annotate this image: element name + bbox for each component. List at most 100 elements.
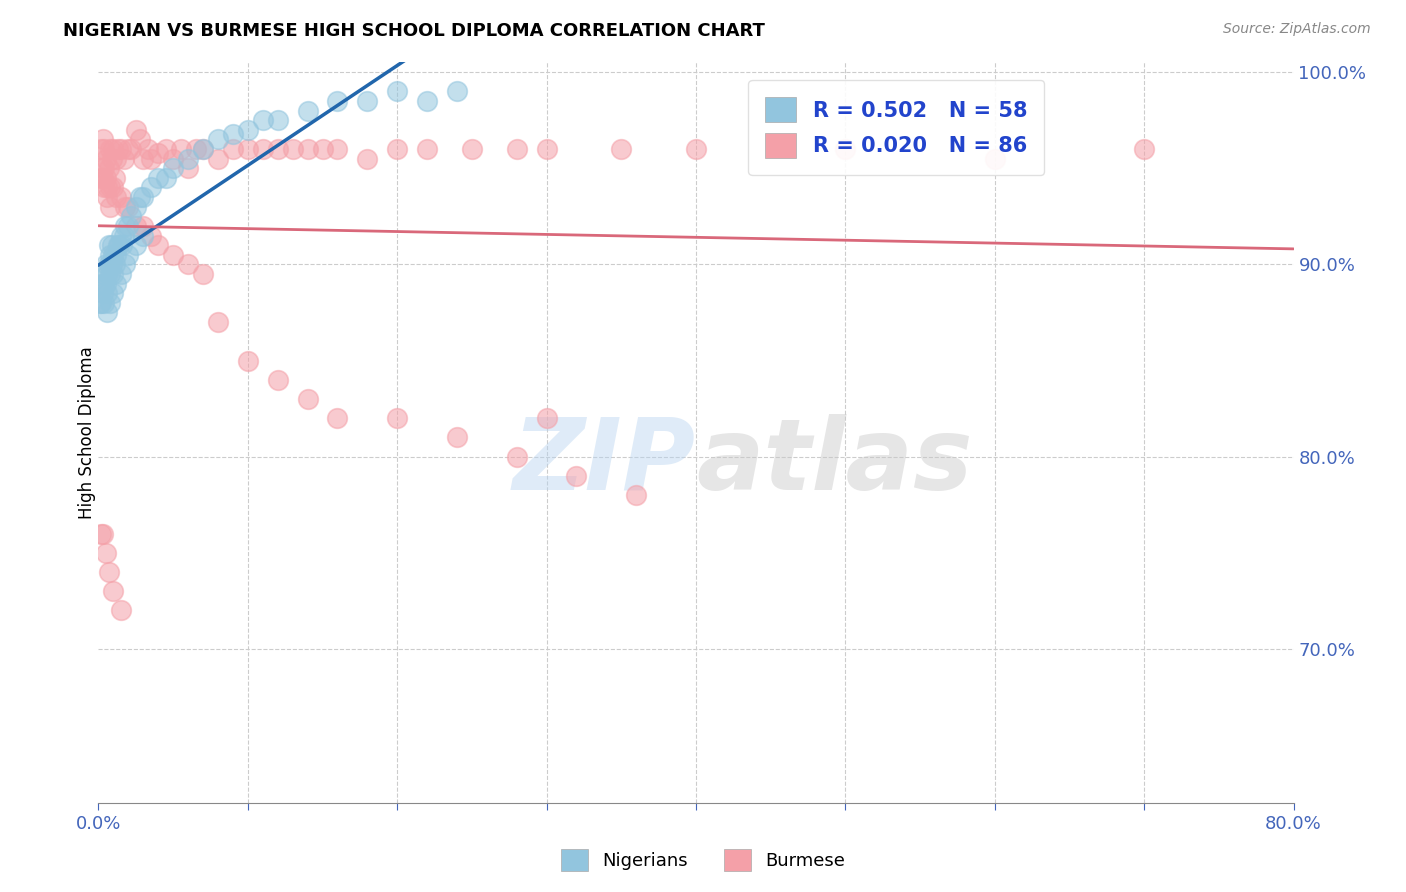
Text: Source: ZipAtlas.com: Source: ZipAtlas.com	[1223, 22, 1371, 37]
Point	[97, 257, 120, 271]
Point	[162, 248, 184, 262]
Point	[162, 152, 184, 166]
Point	[191, 142, 214, 156]
Point	[297, 142, 319, 156]
Point	[89, 295, 111, 310]
Point	[117, 219, 139, 233]
Legend: Nigerians, Burmese: Nigerians, Burmese	[554, 842, 852, 879]
Point	[139, 180, 162, 194]
Point	[252, 142, 274, 156]
Point	[91, 286, 114, 301]
Point	[416, 142, 439, 156]
Point	[177, 257, 200, 271]
Point	[506, 450, 529, 464]
Point	[112, 228, 135, 243]
Point	[107, 238, 129, 252]
Point	[93, 180, 115, 194]
Point	[565, 469, 588, 483]
Point	[162, 161, 184, 176]
Point	[356, 94, 378, 108]
Point	[104, 257, 127, 271]
Point	[222, 127, 245, 141]
Point	[148, 145, 170, 160]
Point	[111, 238, 134, 252]
Point	[177, 161, 200, 176]
Point	[94, 546, 117, 560]
Point	[110, 603, 132, 617]
Point	[132, 228, 155, 243]
Point	[297, 103, 319, 118]
Point	[97, 238, 120, 252]
Text: NIGERIAN VS BURMESE HIGH SCHOOL DIPLOMA CORRELATION CHART: NIGERIAN VS BURMESE HIGH SCHOOL DIPLOMA …	[63, 22, 765, 40]
Point	[103, 180, 125, 194]
Point	[120, 142, 142, 156]
Point	[98, 295, 122, 310]
Point	[132, 190, 155, 204]
Point	[984, 152, 1007, 166]
Point	[1133, 142, 1156, 156]
Point	[129, 132, 152, 146]
Point	[93, 295, 115, 310]
Point	[94, 152, 117, 166]
Point	[177, 152, 200, 166]
Legend: R = 0.502   N = 58, R = 0.020   N = 86: R = 0.502 N = 58, R = 0.020 N = 86	[748, 80, 1045, 175]
Point	[191, 267, 214, 281]
Point	[267, 373, 290, 387]
Point	[610, 142, 633, 156]
Point	[536, 411, 558, 425]
Point	[90, 526, 112, 541]
Point	[112, 152, 135, 166]
Point	[98, 248, 122, 262]
Point	[117, 248, 139, 262]
Point	[103, 584, 125, 599]
Point	[132, 152, 155, 166]
Point	[97, 565, 120, 579]
Point	[416, 94, 439, 108]
Point	[91, 170, 114, 185]
Y-axis label: High School Diploma: High School Diploma	[79, 346, 96, 519]
Point	[96, 180, 118, 194]
Point	[236, 353, 259, 368]
Point	[103, 286, 125, 301]
Point	[148, 238, 170, 252]
Point	[117, 200, 139, 214]
Point	[110, 228, 132, 243]
Point	[96, 305, 118, 319]
Point	[91, 526, 114, 541]
Point	[139, 228, 162, 243]
Point	[105, 248, 128, 262]
Point	[103, 142, 125, 156]
Point	[114, 257, 136, 271]
Point	[446, 84, 468, 98]
Point	[98, 142, 122, 156]
Point	[169, 142, 191, 156]
Point	[90, 161, 112, 176]
Point	[101, 257, 124, 271]
Point	[685, 142, 707, 156]
Point	[207, 132, 229, 146]
Point	[267, 113, 290, 128]
Point	[94, 277, 117, 291]
Point	[132, 219, 155, 233]
Point	[114, 200, 136, 214]
Point	[107, 142, 129, 156]
Point	[91, 267, 114, 281]
Point	[114, 219, 136, 233]
Point	[96, 286, 118, 301]
Point	[236, 142, 259, 156]
Text: ZIP: ZIP	[513, 414, 696, 511]
Point	[93, 161, 115, 176]
Point	[129, 190, 152, 204]
Point	[125, 219, 148, 233]
Point	[110, 142, 132, 156]
Point	[148, 170, 170, 185]
Point	[207, 315, 229, 329]
Point	[281, 142, 304, 156]
Point	[139, 152, 162, 166]
Point	[356, 152, 378, 166]
Point	[236, 122, 259, 136]
Point	[536, 142, 558, 156]
Point	[96, 267, 118, 281]
Point	[105, 152, 128, 166]
Point	[103, 267, 125, 281]
